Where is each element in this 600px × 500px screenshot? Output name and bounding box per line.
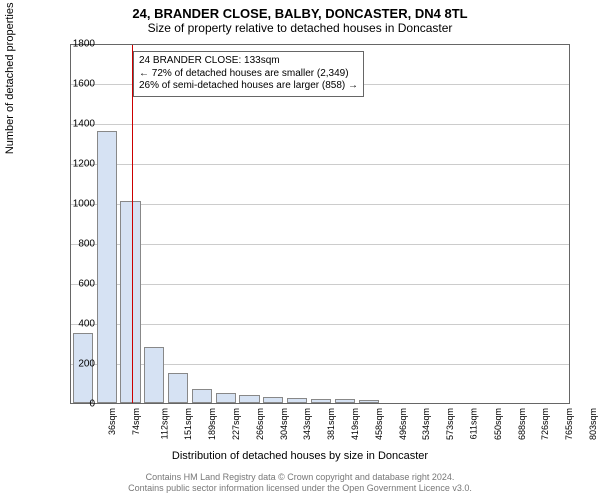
x-tick-label: 611sqm: [468, 408, 478, 439]
bar: [168, 373, 188, 403]
y-tick-label: 1800: [55, 39, 95, 50]
x-tick-label: 74sqm: [131, 408, 141, 435]
bar: [216, 393, 236, 403]
x-axis-label: Distribution of detached houses by size …: [0, 450, 600, 462]
bar: [287, 398, 307, 403]
grid-line: [71, 124, 569, 125]
footer-line1: Contains HM Land Registry data © Crown c…: [0, 472, 600, 483]
x-tick-label: 189sqm: [207, 408, 217, 440]
x-tick-label: 765sqm: [564, 408, 574, 440]
x-tick-label: 151sqm: [183, 408, 193, 440]
bar: [192, 389, 212, 403]
reference-line: [132, 45, 133, 403]
x-tick-label: 419sqm: [350, 408, 360, 440]
y-tick-label: 1400: [55, 119, 95, 130]
bar: [335, 399, 355, 403]
x-tick-label: 381sqm: [326, 408, 336, 440]
y-tick-label: 400: [55, 319, 95, 330]
x-tick-label: 496sqm: [398, 408, 408, 440]
y-tick-label: 600: [55, 279, 95, 290]
bar: [239, 395, 259, 403]
grid-line: [71, 244, 569, 245]
grid-line: [71, 204, 569, 205]
bar: [263, 397, 283, 403]
y-tick-label: 800: [55, 239, 95, 250]
y-tick-label: 200: [55, 359, 95, 370]
bar: [120, 201, 140, 403]
y-tick-label: 0: [55, 399, 95, 410]
annotation-line3: 26% of semi-detached houses are larger (…: [139, 80, 358, 93]
x-tick-label: 304sqm: [279, 408, 289, 440]
x-tick-label: 534sqm: [421, 408, 431, 440]
annotation-box: 24 BRANDER CLOSE: 133sqm ← 72% of detach…: [133, 51, 364, 97]
x-tick-label: 458sqm: [374, 408, 384, 440]
bar: [359, 400, 379, 403]
footer: Contains HM Land Registry data © Crown c…: [0, 472, 600, 494]
bar: [144, 347, 164, 403]
x-tick-label: 36sqm: [107, 408, 117, 435]
x-tick-label: 227sqm: [231, 408, 241, 440]
plot-area: 24 BRANDER CLOSE: 133sqm ← 72% of detach…: [70, 44, 570, 404]
x-tick-label: 573sqm: [445, 408, 455, 440]
chart-title: 24, BRANDER CLOSE, BALBY, DONCASTER, DN4…: [0, 0, 600, 21]
y-tick-label: 1200: [55, 159, 95, 170]
x-tick-label: 650sqm: [493, 408, 503, 440]
x-tick-label: 343sqm: [302, 408, 312, 440]
chart-subtitle: Size of property relative to detached ho…: [0, 21, 600, 39]
y-tick-label: 1000: [55, 199, 95, 210]
x-tick-label: 726sqm: [541, 408, 551, 440]
x-tick-label: 803sqm: [588, 408, 598, 440]
x-tick-label: 112sqm: [159, 408, 169, 439]
grid-line: [71, 324, 569, 325]
y-tick-label: 1600: [55, 79, 95, 90]
y-axis-label: Number of detached properties: [4, 3, 16, 155]
x-tick-label: 688sqm: [517, 408, 527, 440]
bar: [97, 131, 117, 403]
grid-line: [71, 284, 569, 285]
footer-line2: Contains public sector information licen…: [0, 483, 600, 494]
bar: [311, 399, 331, 403]
annotation-line1: 24 BRANDER CLOSE: 133sqm: [139, 55, 358, 68]
chart-container: { "chart": { "title_main": "24, BRANDER …: [0, 0, 600, 500]
grid-line: [71, 164, 569, 165]
annotation-line2: ← 72% of detached houses are smaller (2,…: [139, 68, 358, 81]
x-tick-label: 266sqm: [255, 408, 265, 440]
